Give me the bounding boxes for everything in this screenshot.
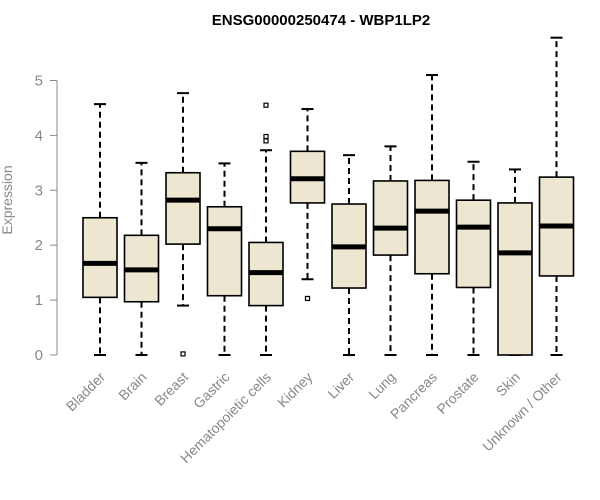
- x-tick-label: Liver: [324, 369, 357, 402]
- x-tick-label: Breast: [151, 369, 191, 409]
- x-tick-label: Unknown / Other: [479, 369, 565, 455]
- box-bladder: [82, 103, 118, 356]
- x-tick-label: Lung: [365, 369, 398, 402]
- box-pancreas: [414, 74, 450, 356]
- outlier-point: [263, 102, 269, 108]
- box-hematopoietic-cells: [248, 102, 284, 356]
- boxes-group: [82, 36, 575, 357]
- y-axis-label: Expression: [0, 165, 15, 234]
- box-skin: [497, 168, 533, 356]
- x-tick-label: Brain: [115, 369, 149, 403]
- y-tick-label: 2: [35, 237, 43, 254]
- iqr-box: [82, 216, 118, 299]
- iqr-box: [497, 202, 533, 356]
- x-tick-label: Bladder: [63, 369, 109, 415]
- box-breast: [165, 92, 201, 357]
- outlier-point: [304, 295, 311, 302]
- iqr-box: [455, 199, 492, 289]
- box-unknown-other: [538, 36, 575, 356]
- y-tick-label: 0: [35, 347, 43, 364]
- box-gastric: [206, 162, 243, 356]
- iqr-box: [206, 205, 243, 297]
- box-prostate: [455, 160, 492, 356]
- y-tick-label: 5: [35, 73, 43, 90]
- x-tick-label: Skin: [493, 369, 524, 400]
- x-tick-label: Kidney: [274, 369, 316, 411]
- y-tick-label: 4: [35, 127, 43, 144]
- box-brain: [123, 161, 160, 356]
- x-tick-label: Prostate: [433, 369, 481, 417]
- outlier-point: [263, 138, 269, 144]
- iqr-box: [165, 171, 201, 245]
- chart-title: ENSG00000250474 - WBP1LP2: [212, 12, 430, 29]
- box-kidney: [289, 108, 326, 302]
- box-lung: [372, 145, 409, 356]
- iqr-box: [372, 180, 409, 256]
- y-tick-label: 3: [35, 182, 43, 199]
- box-liver: [331, 154, 367, 356]
- iqr-box: [414, 179, 450, 275]
- y-axis: 0 1 2 3 4 5: [35, 73, 58, 364]
- y-tick-label: 1: [35, 292, 43, 309]
- outlier-point: [180, 351, 186, 357]
- outlier-point: [263, 133, 269, 140]
